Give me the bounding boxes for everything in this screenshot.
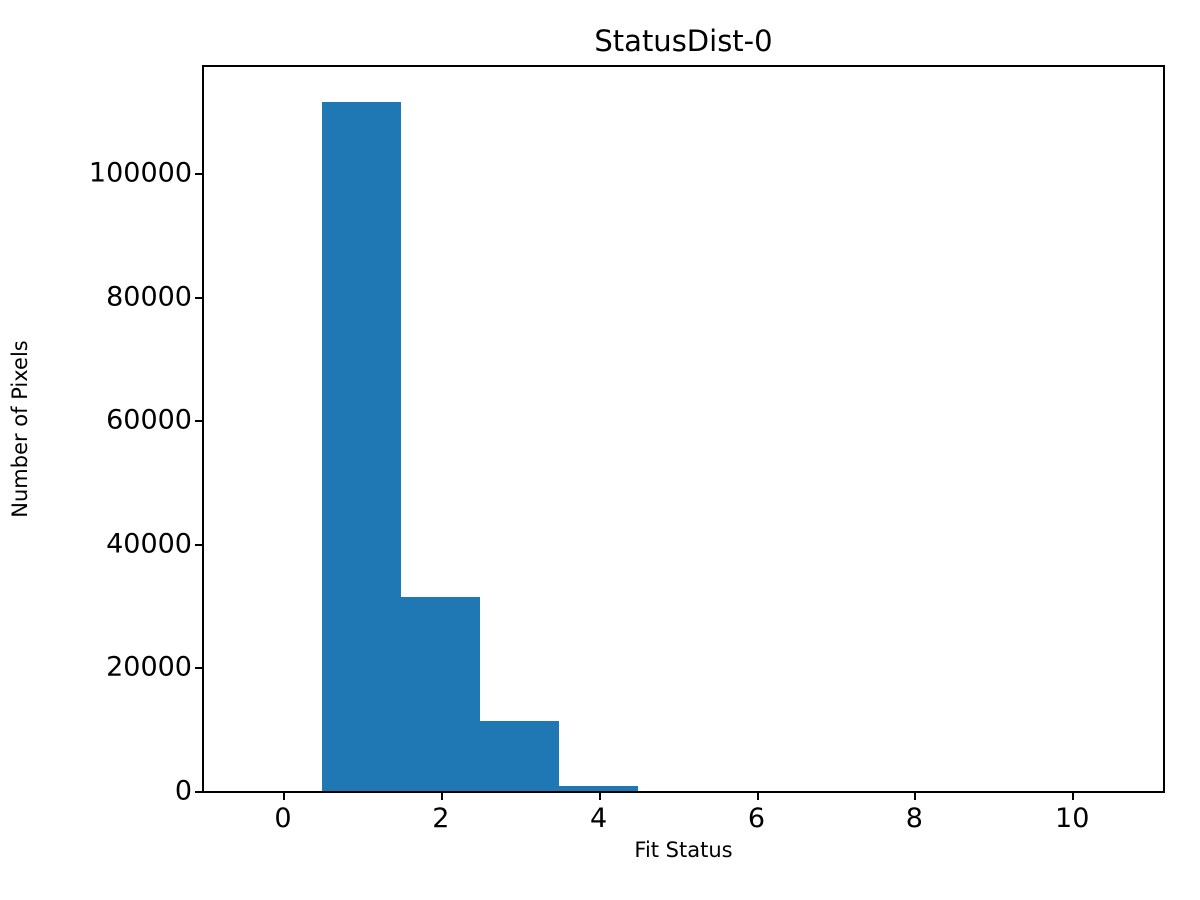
x-axis-tick	[440, 791, 443, 800]
x-axis-tick-label: 2	[432, 803, 450, 834]
x-axis-tick-label: 6	[747, 803, 766, 834]
x-axis-tick-label: 10	[1055, 803, 1090, 834]
y-axis-tick-label: 80000	[106, 281, 192, 313]
x-axis-tick	[914, 791, 917, 800]
y-axis-tick	[195, 296, 204, 299]
x-axis-tick-label: 0	[274, 803, 292, 834]
y-axis-tick-label: 0	[174, 775, 192, 807]
x-axis-label: Fit Status	[634, 838, 733, 862]
x-axis-tick	[756, 791, 759, 800]
y-axis-tick	[195, 173, 204, 176]
x-axis-tick-label: 8	[905, 803, 923, 834]
y-axis-tick	[195, 543, 204, 546]
y-axis-label: Number of Pixels	[8, 340, 32, 518]
x-axis-tick	[1072, 791, 1075, 800]
plot-area	[204, 67, 1163, 791]
x-axis-tick	[598, 791, 601, 800]
x-axis-tick-label: 4	[590, 803, 608, 834]
y-axis-tick-label: 60000	[106, 404, 192, 436]
y-axis-tick-label: 40000	[106, 528, 192, 560]
plot-axes: 0 20000 40000 60000 80000 100000 0 2 4 6 8 10	[89, 65, 1165, 832]
y-axis-tick-label: 100000	[88, 157, 192, 189]
histogram-bar	[559, 786, 639, 791]
y-axis-tick	[195, 791, 204, 793]
histogram-bar	[322, 101, 402, 791]
y-axis-tick-label: 20000	[106, 651, 192, 683]
histogram-bar	[401, 597, 481, 791]
x-axis-tick	[282, 791, 285, 800]
y-axis-tick	[195, 420, 204, 423]
y-axis-tick	[195, 667, 204, 670]
chart-title: StatusDist-0	[594, 24, 773, 58]
histogram-bar	[480, 721, 560, 791]
